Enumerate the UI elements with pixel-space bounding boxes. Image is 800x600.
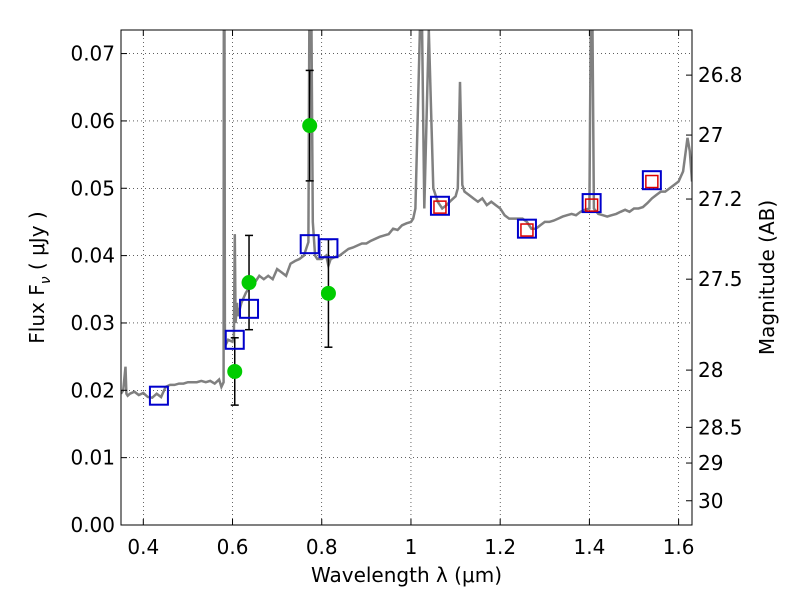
model-flux-red-square (433, 200, 447, 214)
grid-layer (121, 30, 692, 526)
errorbar-layer (230, 69, 333, 406)
mag-tick-label: 29 (698, 451, 723, 475)
mag-tick-label: 28 (698, 358, 723, 382)
y-tick-label: 0.04 (70, 244, 115, 268)
mag-tick-label: 27.5 (698, 267, 743, 291)
mag-tick-label: 27.2 (698, 187, 743, 211)
mag-tick-label: 30 (698, 489, 723, 513)
x-tick-label: 1 (405, 535, 418, 559)
y-axis-label-unit: ( μJy ) (25, 211, 49, 276)
model-flux-blue-square (224, 329, 245, 350)
mag-tick-label: 26.8 (698, 63, 743, 87)
photometry-point (320, 285, 336, 301)
x-tick-label: 1.6 (663, 535, 695, 559)
x-tick-label: 0.4 (127, 535, 159, 559)
model-flux-blue-square (239, 298, 260, 319)
tick-layer: 0.4 0.6 0.8 1 1.2 1.4 1.6 0.00 0.01 0.02 0.03 0.04 0… (70, 30, 743, 559)
photometry-point (302, 118, 318, 134)
x-tick-label: 1.4 (573, 535, 605, 559)
y-tick-label: 0.07 (70, 42, 115, 66)
model-flux-blue-square (516, 218, 537, 239)
mag-tick-label: 27 (698, 123, 723, 147)
model-flux-red-square (520, 223, 534, 237)
y-tick-label: 0.05 (70, 176, 115, 200)
marker-layer (148, 118, 662, 406)
y-tick-label: 0.01 (70, 446, 115, 470)
x-axis-label: Wavelength λ (μm) (311, 563, 502, 587)
model-flux-blue-square (581, 193, 602, 214)
y-tick-label: 0.06 (70, 109, 115, 133)
y2-axis-label: Magnitude (AB) (755, 200, 779, 355)
y-axis-label: Flux Fν ( μJy ) (25, 211, 54, 343)
label-layer: Wavelength λ (μm) Flux Fν ( μJy ) Magnit… (25, 200, 779, 587)
mag-tick-label: 28.5 (698, 415, 743, 439)
model-flux-red-square (584, 198, 599, 212)
y-tick-label: 0.02 (70, 378, 115, 402)
y-axis-label-main: Flux F (25, 284, 49, 343)
spectrum-layer (121, 30, 692, 400)
plot-frame (120, 29, 693, 526)
y-tick-label: 0.03 (70, 311, 115, 335)
photometry-point (241, 275, 257, 291)
x-tick-label: 1.2 (484, 535, 516, 559)
model-spectrum-line (121, 30, 692, 400)
photometry-point (227, 363, 243, 379)
x-tick-label: 0.6 (217, 535, 249, 559)
model-flux-blue-square (318, 238, 339, 259)
x-tick-label: 0.8 (306, 535, 338, 559)
model-flux-blue-square (641, 170, 662, 191)
model-flux-blue-square (148, 385, 169, 406)
y-tick-label: 0.00 (70, 513, 115, 537)
model-flux-blue-square (429, 195, 450, 216)
model-flux-red-square (645, 174, 659, 189)
y-axis-label-sub: ν (38, 276, 54, 284)
